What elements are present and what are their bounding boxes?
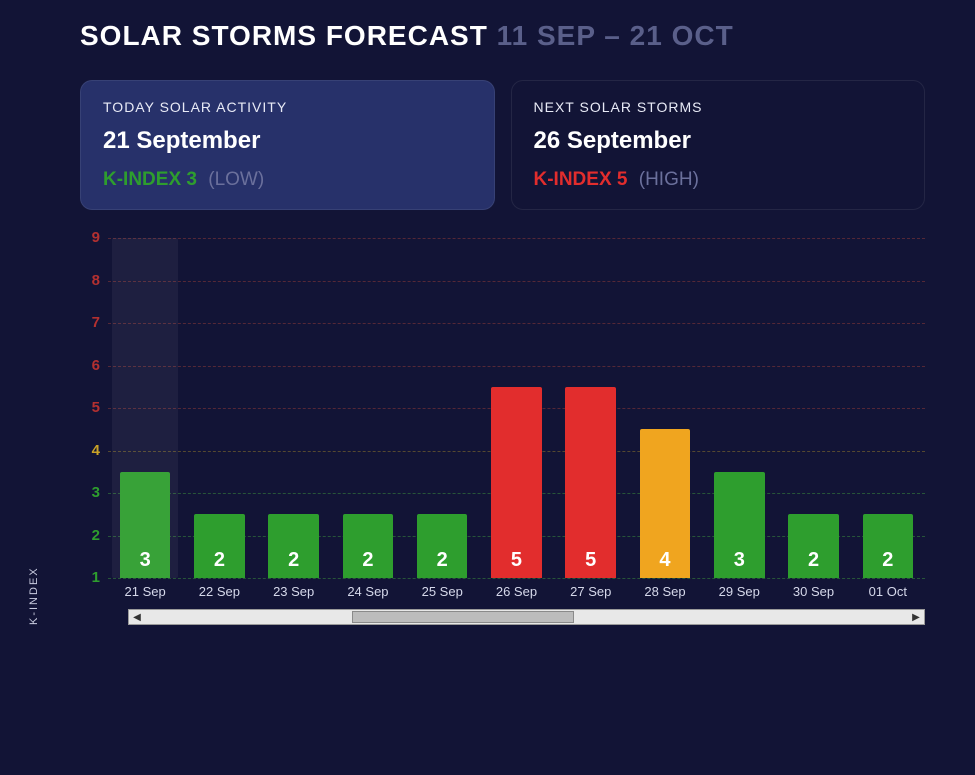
summary-cards: TODAY SOLAR ACTIVITY 21 September K-INDE… [80,80,925,210]
bar-slot: 5 [479,238,553,578]
x-tick-label: 23 Sep [257,584,331,599]
kindex-bar[interactable]: 2 [788,514,839,578]
x-axis: 21 Sep22 Sep23 Sep24 Sep25 Sep26 Sep27 S… [108,584,925,599]
next-storm-card[interactable]: NEXT SOLAR STORMS 26 September K-INDEX 5… [511,80,926,210]
today-kindex: K-INDEX 3 (LOW) [103,169,472,191]
kindex-bar[interactable]: 5 [491,387,542,578]
x-tick-label: 28 Sep [628,584,702,599]
kindex-bar[interactable]: 2 [343,514,394,578]
bar-slot: 2 [851,238,925,578]
title-prefix: SOLAR STORMS FORECAST [80,20,488,51]
x-tick-label: 27 Sep [554,584,628,599]
bar-slot: 2 [257,238,331,578]
kindex-bar[interactable]: 3 [714,472,765,578]
gridline [108,578,925,579]
today-activity-card[interactable]: TODAY SOLAR ACTIVITY 21 September K-INDE… [80,80,495,210]
dashboard-container: SOLAR STORMS FORECAST 11 SEP – 21 OCT TO… [0,0,975,645]
bar-slot: 2 [776,238,850,578]
scroll-left-arrow[interactable]: ◀ [129,610,145,624]
x-tick-label: 24 Sep [331,584,405,599]
chart-horizontal-scrollbar[interactable]: ◀ ▶ [128,609,925,625]
bar-slot: 3 [108,238,182,578]
next-date: 26 September [534,127,903,155]
bars-container: 32222554322 [108,238,925,578]
y-axis: 987654321 [80,238,108,578]
x-tick-label: 25 Sep [405,584,479,599]
page-title: SOLAR STORMS FORECAST 11 SEP – 21 OCT [80,20,925,52]
x-tick-label: 22 Sep [182,584,256,599]
kindex-bar[interactable]: 2 [863,514,914,578]
bar-slot: 3 [702,238,776,578]
today-kindex-value: K-INDEX 3 [103,169,197,190]
kindex-bar[interactable]: 2 [268,514,319,578]
bar-slot: 4 [628,238,702,578]
x-tick-label: 21 Sep [108,584,182,599]
bar-slot: 2 [405,238,479,578]
next-label: NEXT SOLAR STORMS [534,99,903,115]
x-tick-label: 30 Sep [776,584,850,599]
kindex-bar[interactable]: 4 [640,429,691,578]
title-range: 11 SEP – 21 OCT [497,20,734,51]
today-label: TODAY SOLAR ACTIVITY [103,99,472,115]
today-date: 21 September [103,127,472,155]
chart-plot-area: 32222554322 [108,238,925,578]
today-severity: (LOW) [208,169,264,190]
next-severity: (HIGH) [639,169,699,190]
next-kindex: K-INDEX 5 (HIGH) [534,169,903,191]
kindex-bar[interactable]: 5 [565,387,616,578]
kindex-bar[interactable]: 2 [417,514,468,578]
bar-slot: 2 [182,238,256,578]
scroll-thumb[interactable] [352,611,575,623]
next-kindex-value: K-INDEX 5 [534,169,628,190]
bar-slot: 2 [331,238,405,578]
x-tick-label: 26 Sep [479,584,553,599]
x-tick-label: 29 Sep [702,584,776,599]
y-axis-label: K-INDEX [28,566,40,625]
kindex-bar[interactable]: 2 [194,514,245,578]
kindex-chart: K-INDEX 987654321 32222554322 21 Sep22 S… [80,238,925,625]
bar-slot: 5 [554,238,628,578]
x-tick-label: 01 Oct [851,584,925,599]
scroll-right-arrow[interactable]: ▶ [908,610,924,624]
today-highlight [112,238,177,578]
